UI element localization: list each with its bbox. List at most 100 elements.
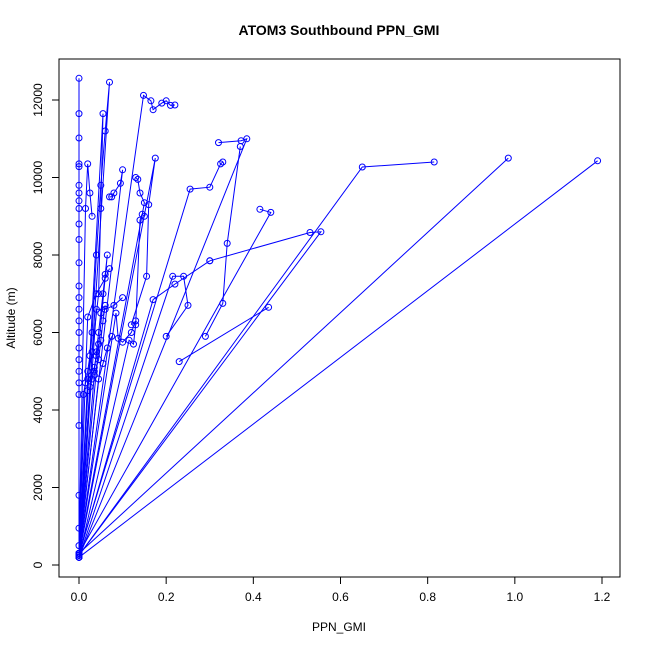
data-point: [317, 228, 325, 236]
plot-area: [75, 74, 602, 561]
data-point: [430, 158, 438, 166]
series-line: [78, 113, 104, 556]
data-point: [149, 106, 157, 114]
data-point: [99, 317, 107, 325]
series-line: [78, 157, 509, 554]
series-line: [78, 169, 124, 554]
y-tick-label: 4000: [31, 396, 45, 423]
data-point: [138, 210, 146, 218]
series-line: [78, 275, 189, 558]
data-point: [79, 391, 87, 398]
data-point: [97, 205, 105, 212]
data-point: [140, 212, 148, 220]
x-tick-label: 1.2: [594, 590, 611, 604]
data-point: [106, 265, 113, 273]
x-tick-label: 1.0: [506, 590, 523, 604]
data-point: [149, 296, 157, 304]
series-line: [78, 161, 224, 554]
profile-series: [201, 143, 244, 340]
data-point: [171, 101, 179, 109]
data-point: [103, 344, 111, 352]
data-point: [88, 212, 96, 220]
data-point: [101, 305, 109, 313]
y-tick-label: 0: [31, 561, 45, 568]
x-tick-label: 0.0: [71, 590, 88, 604]
data-point: [136, 189, 144, 197]
data-point: [594, 157, 602, 165]
data-point: [130, 340, 137, 348]
data-point: [97, 336, 105, 344]
data-point: [99, 110, 107, 118]
data-point: [217, 160, 225, 168]
data-point: [108, 332, 116, 340]
profile-series: [75, 91, 179, 557]
series-line: [78, 177, 145, 554]
data-point: [162, 97, 170, 105]
data-point: [112, 309, 120, 317]
profile-series: [75, 294, 127, 561]
data-point: [75, 220, 83, 228]
data-point: [136, 216, 144, 224]
data-point: [201, 332, 209, 340]
data-point: [206, 183, 214, 191]
data-point: [504, 154, 512, 162]
data-point: [125, 336, 133, 344]
data-point: [99, 290, 107, 298]
series-line: [78, 297, 123, 558]
data-point: [169, 272, 177, 280]
data-point: [95, 375, 103, 383]
data-point: [132, 317, 140, 325]
data-point: [75, 305, 83, 313]
y-tick-label: 2000: [31, 474, 45, 501]
data-point: [75, 356, 83, 364]
series-line: [78, 336, 113, 556]
data-point: [84, 160, 92, 168]
data-point: [75, 163, 83, 171]
data-point: [90, 363, 98, 371]
data-point: [108, 193, 116, 201]
data-point: [88, 348, 96, 356]
data-point: [147, 97, 155, 105]
data-point: [75, 110, 83, 118]
data-point: [86, 383, 94, 391]
data-point: [84, 367, 92, 375]
data-point: [103, 251, 111, 259]
chart-title: ATOM3 Southbound PPN_GMI: [239, 22, 440, 38]
profile-series: [75, 265, 113, 557]
data-point: [162, 332, 170, 340]
data-point: [84, 313, 92, 321]
x-axis-label: PPN_GMI: [312, 620, 366, 634]
x-tick-label: 0.2: [158, 590, 175, 604]
y-tick-label: 10000: [31, 160, 45, 194]
profile-series: [75, 332, 116, 559]
y-tick-label: 12000: [31, 83, 45, 117]
series-line: [78, 161, 435, 556]
data-point: [106, 78, 113, 86]
data-point: [119, 166, 127, 174]
data-point: [119, 294, 127, 302]
series-line: [78, 94, 175, 554]
series-line: [78, 268, 110, 554]
data-point: [236, 143, 244, 150]
profile-series: [75, 166, 127, 557]
data-point: [267, 208, 275, 216]
data-point: [127, 329, 135, 336]
data-point: [95, 340, 103, 348]
data-point: [75, 344, 83, 352]
data-point: [99, 360, 107, 367]
data-point: [145, 201, 153, 209]
data-point: [75, 181, 83, 189]
data-point: [134, 175, 142, 183]
x-tick-label: 0.6: [332, 590, 349, 604]
data-point: [75, 317, 83, 325]
data-point: [84, 375, 92, 383]
data-point: [86, 189, 94, 197]
data-point: [82, 205, 89, 212]
data-point: [116, 179, 124, 187]
data-point: [143, 272, 151, 280]
data-point: [265, 303, 273, 311]
data-point: [110, 189, 118, 197]
data-point: [75, 197, 83, 205]
data-point: [114, 334, 122, 342]
